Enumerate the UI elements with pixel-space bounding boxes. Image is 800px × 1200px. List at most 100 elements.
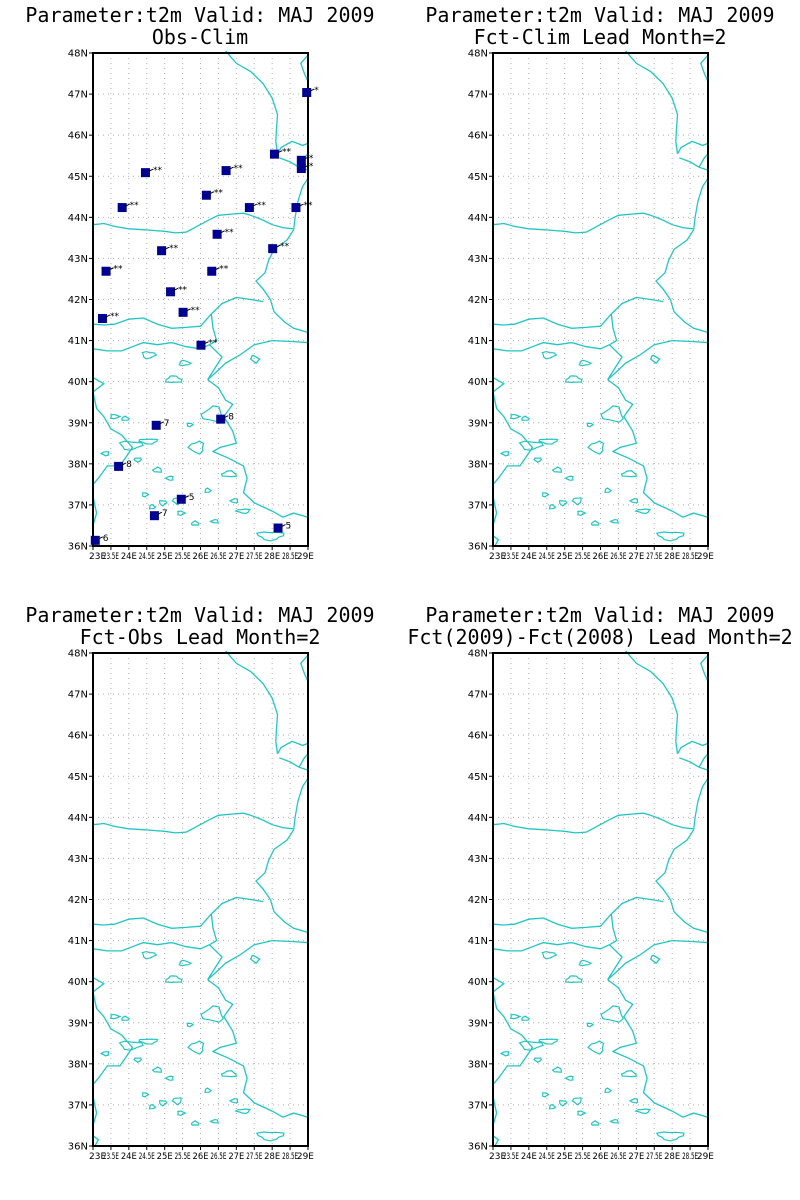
island-outline (538, 1038, 559, 1045)
lon-label: 24.5E (539, 1152, 555, 1162)
coastline (207, 339, 309, 381)
station-leader (277, 150, 283, 154)
station-leader (204, 341, 209, 345)
lon-label: 23.5E (503, 552, 519, 562)
coastline (700, 654, 709, 683)
lat-label: 37N (68, 1100, 88, 1111)
lon-label: 25.5E (175, 1152, 191, 1162)
island-outline (590, 520, 600, 526)
lat-label: 37N (468, 500, 488, 511)
panel-title-line2: Obs-Clim (151, 25, 249, 49)
lon-label: 25E (157, 1152, 173, 1162)
station-marker (296, 164, 306, 174)
station-leader (281, 524, 286, 527)
lon-label: 28E (664, 1152, 680, 1162)
coastline (492, 1096, 498, 1126)
island-outline (620, 1070, 638, 1078)
station-leader (299, 203, 304, 207)
panel-title-line1: Parameter:t2m Valid: MAJ 2009 (425, 603, 775, 627)
lon-label: 28E (264, 1152, 280, 1162)
island-outline (177, 1110, 187, 1116)
coastline (92, 977, 134, 1085)
island-outline (200, 1005, 224, 1023)
lon-label: 23E (489, 1152, 506, 1162)
station-label: ** (303, 201, 313, 211)
island-outline (628, 497, 639, 504)
lat-label: 39N (68, 418, 88, 429)
station-marker (176, 494, 186, 504)
station-label: 5 (286, 522, 292, 532)
island-outline (118, 1040, 144, 1051)
station-marker (291, 203, 301, 213)
island-outline (538, 438, 559, 445)
island-outline (159, 1100, 168, 1107)
lat-label: 37N (68, 500, 88, 511)
island-outline (209, 1118, 219, 1124)
station-marker (201, 190, 211, 200)
coastline (649, 354, 661, 365)
station-label: * (309, 154, 314, 164)
island-outline (141, 950, 158, 960)
station-label: * (314, 86, 319, 96)
island-outline (609, 1118, 619, 1124)
coastline (492, 212, 651, 234)
station-label: 5 (189, 493, 195, 503)
lon-label: 24.5E (539, 552, 555, 562)
station-leader (184, 495, 190, 499)
station-leader (229, 166, 234, 170)
lon-label: 28E (264, 552, 280, 562)
coastline (679, 757, 709, 771)
panel-fct-clim: Parameter:t2m Valid: MAJ 2009 Fct-Clim L… (400, 0, 800, 600)
island-outline (571, 497, 582, 506)
coastline (276, 740, 309, 755)
coastline (492, 896, 664, 929)
island-outline (228, 1097, 239, 1104)
panel-title-line2: Fct-Clim Lead Month=2 (473, 25, 727, 49)
coastline (250, 214, 293, 230)
coastline (207, 379, 309, 518)
station-leader (109, 267, 114, 271)
island-outline (548, 503, 557, 510)
lat-label: 43N (468, 854, 488, 865)
lat-label: 48N (468, 649, 488, 660)
island-outline (541, 950, 558, 960)
map-plot: 48N47N46N45N44N43N42N41N40N39N38N37N36N2… (68, 649, 315, 1163)
coastline (492, 977, 534, 1085)
lon-label: 27.5E (246, 552, 262, 562)
map-plot: 48N47N46N45N44N43N42N41N40N39N38N37N36N2… (468, 49, 715, 563)
lon-label: 26E (593, 1152, 609, 1162)
island-outline (234, 508, 251, 515)
station-label: 8 (228, 413, 234, 423)
island-outline (634, 1108, 651, 1115)
island-outline (559, 500, 568, 507)
station-leader (105, 314, 111, 318)
island-outline (533, 457, 542, 464)
island-outline (164, 475, 174, 481)
island-outline (138, 1038, 159, 1045)
island-outline (521, 1015, 531, 1022)
lat-label: 46N (468, 731, 488, 742)
island-outline (565, 375, 583, 384)
lon-label: 23.5E (503, 1152, 519, 1162)
island-outline (604, 1087, 612, 1094)
coastline (92, 296, 264, 329)
coastline (300, 654, 309, 683)
lat-label: 45N (468, 772, 488, 783)
coastline (655, 777, 709, 934)
island-outline (586, 422, 595, 428)
island-outline (578, 359, 593, 367)
lon-label: 29E (697, 552, 714, 562)
station-marker (140, 168, 150, 178)
panel-fct-diff: Parameter:t2m Valid: MAJ 2009 Fct(2009)-… (400, 600, 800, 1200)
island-outline (577, 1110, 587, 1116)
lon-label: 29E (297, 552, 314, 562)
map-frame (492, 652, 709, 1147)
island-outline (533, 1057, 542, 1064)
coastline (676, 140, 709, 155)
lon-label: 24.5E (139, 1152, 155, 1162)
station-leader (157, 511, 163, 515)
lat-label: 36N (468, 1142, 488, 1153)
station-label: ** (214, 189, 224, 199)
island-outline (164, 1075, 174, 1081)
lon-label: 28.5E (282, 552, 298, 562)
